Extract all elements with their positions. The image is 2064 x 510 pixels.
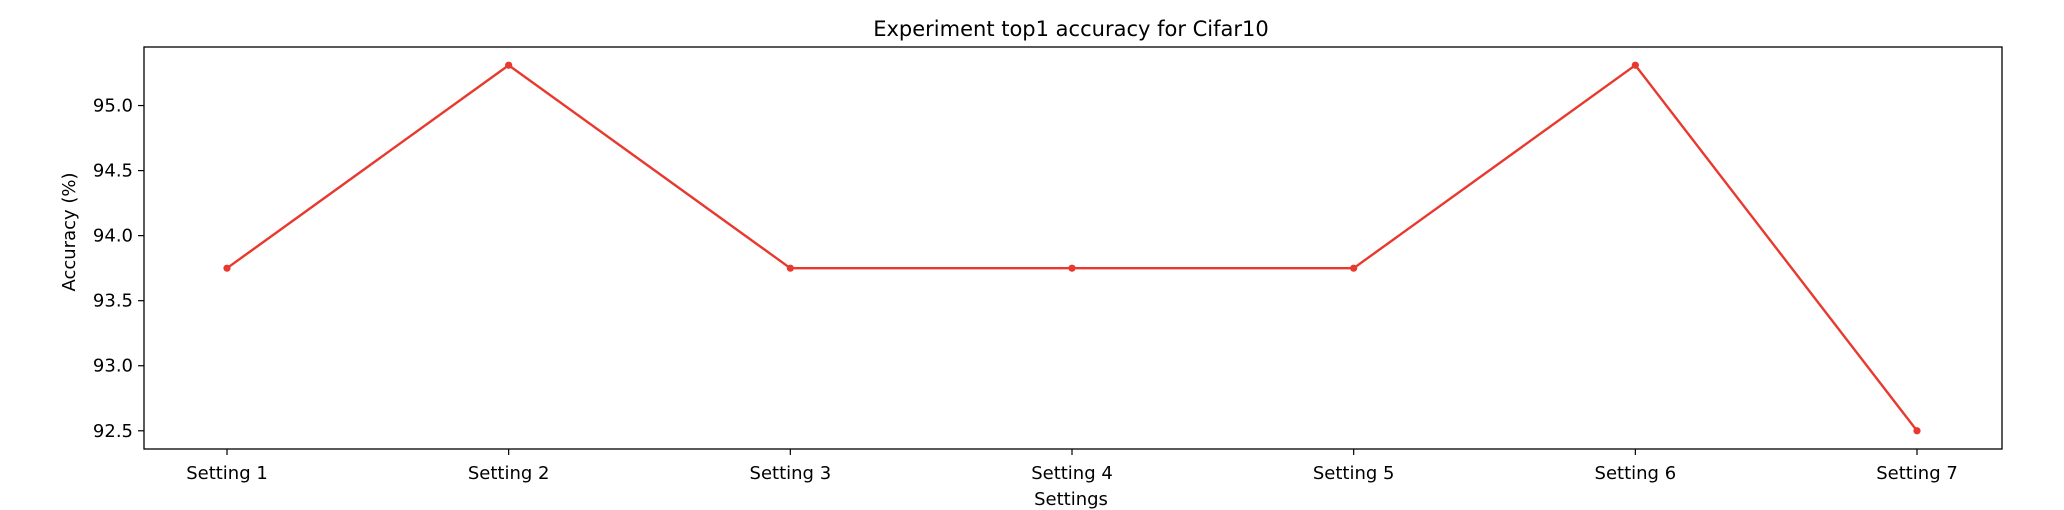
- x-tick-label: Setting 7: [1876, 463, 1958, 484]
- chart-title: Experiment top1 accuracy for Cifar10: [873, 17, 1269, 41]
- x-tick-label: Setting 2: [468, 463, 550, 484]
- y-tick-label: 94.5: [93, 161, 133, 182]
- data-point: [505, 61, 513, 69]
- data-point: [1350, 264, 1358, 272]
- data-point: [1913, 427, 1921, 435]
- series-layer: [223, 61, 1921, 435]
- x-tick-label: Setting 3: [750, 463, 832, 484]
- series-line: [226, 64, 1918, 432]
- x-tick-label: Setting 6: [1595, 463, 1677, 484]
- y-axis-ticks: 92.5 93.0 93.5 94.0 94.5 95.0: [93, 96, 144, 442]
- y-tick-label: 92.5: [93, 421, 133, 442]
- x-tick-label: Setting 5: [1313, 463, 1395, 484]
- data-point: [786, 264, 794, 272]
- y-axis-label: Accuracy (%): [59, 172, 80, 291]
- y-tick-label: 93.0: [93, 356, 133, 377]
- data-point: [223, 264, 231, 272]
- y-tick-label: 94.0: [93, 226, 133, 247]
- x-tick-label: Setting 1: [186, 463, 268, 484]
- x-axis-label: Settings: [1034, 489, 1108, 510]
- x-tick-label: Setting 4: [1031, 463, 1113, 484]
- y-tick-label: 95.0: [93, 96, 133, 117]
- y-tick-label: 93.5: [93, 291, 133, 312]
- x-axis-ticks: Setting 1 Setting 2 Setting 3 Setting 4 Sett…: [186, 449, 1958, 484]
- data-point: [1068, 264, 1076, 272]
- data-point: [1631, 61, 1639, 69]
- plot-area-frame: [143, 46, 2003, 450]
